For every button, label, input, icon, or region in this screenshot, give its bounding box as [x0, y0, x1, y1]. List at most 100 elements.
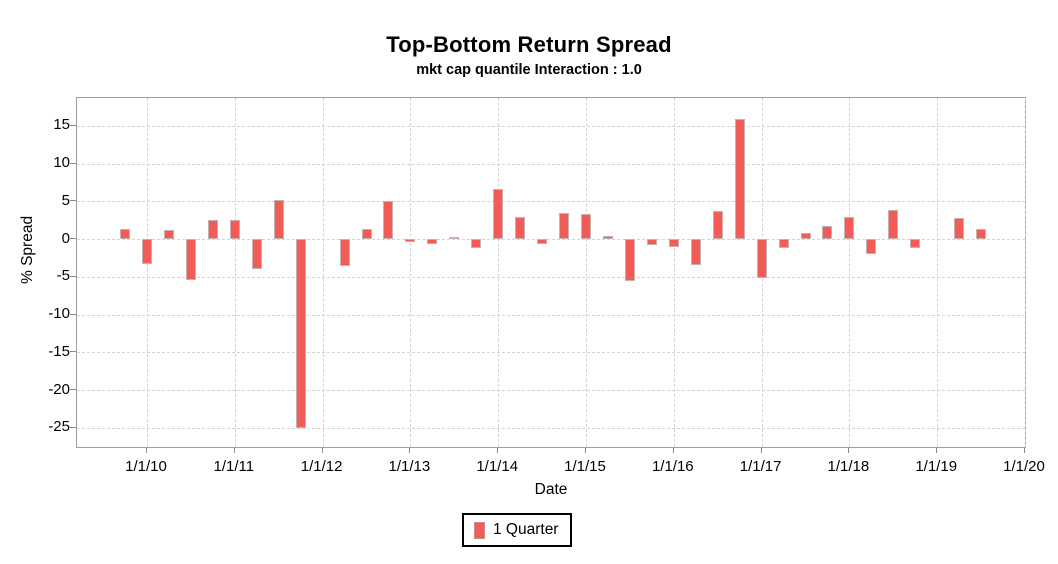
y-tick-mark — [70, 162, 76, 164]
x-gridline — [937, 98, 939, 447]
chart-subtitle: mkt cap quantile Interaction : 1.0 — [416, 62, 642, 78]
bar-4-1-13[interactable] — [427, 239, 438, 244]
bar-1-1-14[interactable] — [493, 189, 504, 240]
bar-1-1-16[interactable] — [668, 239, 679, 247]
y-tick-label: 10 — [53, 154, 70, 172]
bar-10-1-10[interactable] — [207, 220, 218, 240]
bar-10-1-11[interactable] — [295, 239, 306, 428]
x-tick-label: 1/1/19 — [915, 458, 958, 475]
y-gridline — [77, 163, 1025, 165]
bar-10-1-12[interactable] — [383, 200, 394, 240]
x-tick-label: 1/1/20 — [1003, 458, 1045, 475]
y-tick-mark — [70, 238, 76, 240]
bar-4-1-12[interactable] — [339, 239, 350, 266]
x-gridline — [147, 98, 148, 447]
y-tick-mark — [70, 426, 76, 428]
y-gridline — [77, 427, 1025, 429]
bar-1-1-17[interactable] — [756, 239, 767, 279]
x-tick-mark — [585, 448, 586, 453]
bar-7-1-16[interactable] — [712, 211, 723, 240]
x-tick-label: 1/1/15 — [564, 458, 606, 475]
y-tick-label: -20 — [48, 380, 70, 398]
x-tick-label: 1/1/11 — [213, 458, 255, 475]
y-gridline — [77, 125, 1025, 127]
bar-7-1-13[interactable] — [449, 236, 460, 240]
x-gridline — [673, 98, 675, 447]
y-tick-mark — [70, 200, 76, 202]
x-tick-mark — [409, 448, 411, 453]
x-tick-label: 1/1/18 — [827, 458, 870, 475]
x-tick-label: 1/1/13 — [388, 458, 431, 475]
bar-7-1-17[interactable] — [800, 233, 811, 240]
bar-10-1-16[interactable] — [734, 119, 745, 240]
bar-4-1-10[interactable] — [163, 230, 174, 240]
bar-7-1-11[interactable] — [273, 199, 284, 240]
x-tick-mark — [1024, 448, 1025, 453]
bar-4-1-15[interactable] — [602, 236, 613, 240]
bar-4-1-14[interactable] — [515, 217, 526, 240]
bar-1-1-18[interactable] — [844, 217, 855, 240]
bar-7-1-19[interactable] — [976, 229, 987, 240]
y-tick-label: -25 — [48, 418, 70, 436]
bar-1-1-10[interactable] — [142, 239, 152, 265]
x-tick-label: 1/1/10 — [125, 458, 167, 475]
y-gridline — [77, 276, 1025, 278]
x-gridline — [498, 98, 500, 447]
legend-swatch-icon — [474, 521, 485, 539]
bar-4-1-16[interactable] — [690, 239, 701, 265]
y-gridline — [77, 352, 1025, 354]
x-tick-mark — [321, 448, 323, 453]
bar-4-1-18[interactable] — [866, 239, 877, 255]
x-gridline — [234, 98, 236, 447]
bar-7-1-14[interactable] — [537, 239, 548, 245]
plot-area — [76, 97, 1026, 448]
bar-7-1-18[interactable] — [888, 209, 899, 240]
legend[interactable]: 1 Quarter — [462, 513, 573, 547]
bar-7-1-12[interactable] — [361, 229, 372, 240]
x-tick-mark — [848, 448, 850, 453]
bar-10-1-14[interactable] — [559, 212, 570, 240]
y-tick-label: -5 — [56, 267, 70, 285]
x-tick-label: 1/1/16 — [651, 458, 694, 475]
y-tick-label: 15 — [53, 116, 70, 134]
x-gridline — [849, 98, 851, 447]
x-tick-mark — [233, 448, 235, 453]
x-tick-mark — [497, 448, 499, 453]
chart-title: Top-Bottom Return Spread — [386, 32, 672, 57]
bar-4-1-11[interactable] — [251, 239, 262, 270]
y-tick-label: 0 — [61, 229, 70, 247]
bar-1-1-11[interactable] — [229, 219, 240, 240]
y-gridline — [77, 314, 1025, 316]
y-gridline — [77, 201, 1025, 203]
x-tick-mark — [672, 448, 674, 453]
bar-1-1-13[interactable] — [405, 239, 416, 243]
x-tick-mark — [760, 448, 762, 453]
bar-7-1-10[interactable] — [185, 239, 196, 280]
y-tick-label: 5 — [61, 191, 70, 209]
legend-label: 1 Quarter — [493, 521, 559, 538]
y-axis-title: % Spread — [19, 215, 36, 284]
y-tick-mark — [70, 275, 76, 277]
x-axis-title: Date — [534, 481, 568, 498]
bar-10-1-09[interactable] — [120, 228, 131, 240]
bar-10-1-13[interactable] — [471, 239, 482, 249]
x-tick-mark — [146, 448, 147, 453]
x-tick-label: 1/1/12 — [300, 458, 343, 475]
y-tick-label: -10 — [48, 305, 70, 323]
y-gridline — [77, 390, 1025, 392]
bar-1-1-15[interactable] — [581, 214, 591, 240]
bar-4-1-17[interactable] — [778, 239, 789, 249]
x-tick-mark — [936, 448, 938, 453]
x-gridline — [410, 98, 412, 447]
x-tick-label: 1/1/14 — [476, 458, 519, 475]
bar-10-1-15[interactable] — [646, 239, 657, 246]
bar-10-1-17[interactable] — [822, 225, 833, 240]
y-tick-mark — [70, 313, 76, 315]
bar-10-1-18[interactable] — [910, 239, 921, 249]
x-gridline — [586, 98, 587, 447]
bar-7-1-15[interactable] — [624, 239, 635, 281]
bar-4-1-19[interactable] — [954, 218, 965, 240]
y-gridline — [77, 239, 1025, 241]
x-gridline — [1025, 98, 1026, 447]
